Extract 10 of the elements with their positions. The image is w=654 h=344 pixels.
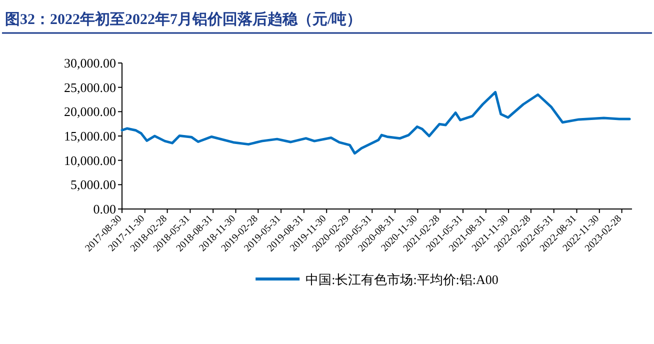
y-tick-label: 25,000.00 — [64, 80, 116, 95]
y-tick-label: 15,000.00 — [64, 128, 116, 144]
legend: 中国:长江有色市场:平均价:铝:A00 — [256, 272, 498, 287]
title: 图32：2022年初至2022年7月铝价回落后趋稳（元/吨） — [5, 12, 362, 28]
y-tick-label: 30,000.00 — [64, 56, 116, 70]
y-tick-label: 10,000.00 — [64, 152, 116, 168]
legend-label: 中国:长江有色市场:平均价:铝:A00 — [306, 272, 498, 287]
y-tick-label: 20,000.00 — [64, 104, 116, 120]
y-tick-label: 0.00 — [93, 202, 116, 216]
y-tick-label: 5,000.00 — [70, 177, 116, 192]
